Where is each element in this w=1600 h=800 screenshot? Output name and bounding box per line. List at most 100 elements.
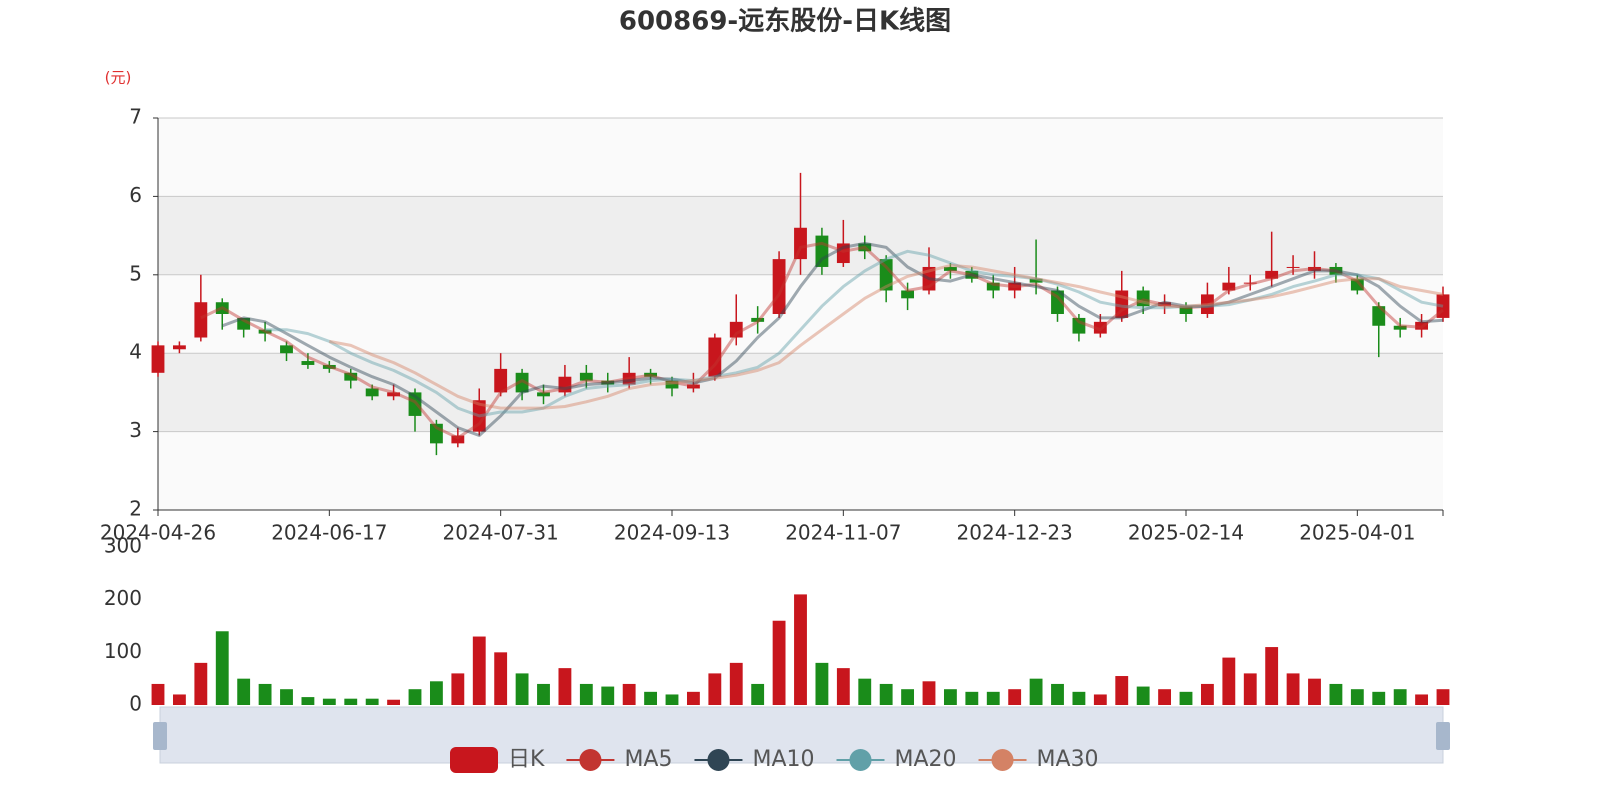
candle-body — [1029, 278, 1043, 283]
candle-body — [1093, 321, 1107, 334]
volume-bar — [237, 678, 251, 705]
volume-bar — [301, 697, 315, 705]
volume-bar — [729, 662, 743, 705]
volume-bar — [922, 681, 936, 705]
volume-bar — [1222, 657, 1236, 705]
candle-body — [858, 243, 872, 252]
volume-bar — [515, 673, 529, 705]
volume-bar — [322, 698, 336, 705]
candle-body — [1072, 317, 1086, 334]
candle-body — [365, 388, 379, 397]
zoom-slider[interactable] — [159, 706, 1444, 764]
y-tick-label: 100 — [104, 639, 142, 663]
volume-bar — [858, 678, 872, 705]
candle-body — [943, 266, 957, 271]
legend-icon — [450, 747, 498, 773]
candle-body — [344, 372, 358, 381]
candle-body — [1436, 294, 1450, 318]
candle-body — [1393, 325, 1407, 330]
y-tick-label: 4 — [129, 340, 142, 364]
volume-bar — [1243, 673, 1257, 705]
candle-body — [1158, 302, 1172, 307]
candle-body — [1179, 306, 1193, 314]
candle-body — [537, 392, 550, 397]
volume-bar — [1008, 689, 1022, 705]
volume-bar — [708, 673, 722, 705]
zoom-handle-right[interactable] — [1436, 722, 1450, 750]
candle-body — [601, 380, 615, 385]
volume-bar — [1136, 686, 1150, 705]
legend-label: 日K — [508, 747, 545, 772]
volume-bar — [429, 681, 443, 705]
y-axis-name: (元) — [105, 69, 132, 87]
volume-bar — [1436, 689, 1450, 705]
y-tick-label: 2 — [129, 497, 142, 521]
volume-bar — [258, 683, 272, 705]
volume-bar — [472, 636, 486, 705]
volume-bar — [537, 683, 550, 705]
y-tick-label: 5 — [129, 261, 142, 285]
volume-bar — [579, 683, 593, 705]
volume-bar — [1179, 691, 1193, 705]
candle-body — [451, 435, 465, 444]
y-tick-label: 3 — [129, 418, 142, 442]
candle-body — [622, 372, 636, 385]
volume-bar — [1286, 673, 1300, 705]
chart-title: 600869-远东股份-日K线图 — [619, 6, 951, 37]
candle-body — [558, 376, 572, 393]
legend-icon — [849, 749, 872, 771]
candle-body — [301, 361, 315, 365]
candle-body — [1222, 282, 1236, 291]
ma-line — [200, 241, 1444, 440]
volume-bar — [794, 594, 807, 705]
candle-body — [1051, 290, 1064, 314]
volume-bar — [451, 673, 465, 705]
volume-bar — [836, 668, 850, 705]
candle-body — [922, 266, 936, 291]
zoom-handle-left[interactable] — [153, 722, 167, 750]
legend-icon — [579, 749, 602, 771]
x-tick-label: 2024-09-13 — [614, 521, 730, 545]
volume-bar — [1308, 678, 1321, 705]
candle-body — [515, 372, 529, 393]
volume-bar — [601, 686, 615, 705]
volume-bar — [365, 698, 379, 705]
volume-bar — [344, 698, 358, 705]
volume-bar — [751, 683, 765, 705]
y-tick-label: 6 — [129, 183, 142, 207]
candle-body — [986, 282, 1000, 291]
legend-icon — [707, 749, 730, 771]
volume-bar — [644, 691, 658, 705]
candle-body — [644, 372, 658, 377]
legend-label: MA10 — [752, 747, 814, 772]
candle-body — [772, 259, 786, 314]
candle-body — [708, 337, 722, 377]
candle-body — [815, 235, 829, 267]
ma-line — [221, 241, 1444, 437]
candle-body — [1265, 270, 1279, 279]
volume-bar — [901, 689, 915, 705]
candle-body — [1350, 278, 1364, 291]
legend-label: MA5 — [624, 747, 672, 772]
candle-body — [1308, 266, 1321, 271]
candle-body — [215, 302, 229, 314]
candle-body — [1136, 290, 1150, 307]
candle-body — [965, 270, 979, 279]
y-tick-label: 7 — [129, 105, 142, 129]
volume-bar — [879, 683, 893, 705]
volume-bar — [772, 620, 786, 705]
ma-line — [265, 249, 1444, 418]
volume-bar — [194, 662, 208, 705]
volume-bar — [1415, 694, 1429, 705]
candle-body — [665, 380, 679, 389]
volume-bar — [1350, 689, 1364, 705]
x-tick-label: 2024-04-26 — [100, 521, 216, 545]
candle-body — [1243, 282, 1257, 284]
candle-body — [729, 321, 743, 338]
volume-bar — [408, 689, 422, 705]
candle-body — [172, 345, 186, 350]
legend-label: MA20 — [895, 747, 957, 772]
volume-bar — [1265, 647, 1279, 705]
volume-bar — [280, 689, 293, 705]
